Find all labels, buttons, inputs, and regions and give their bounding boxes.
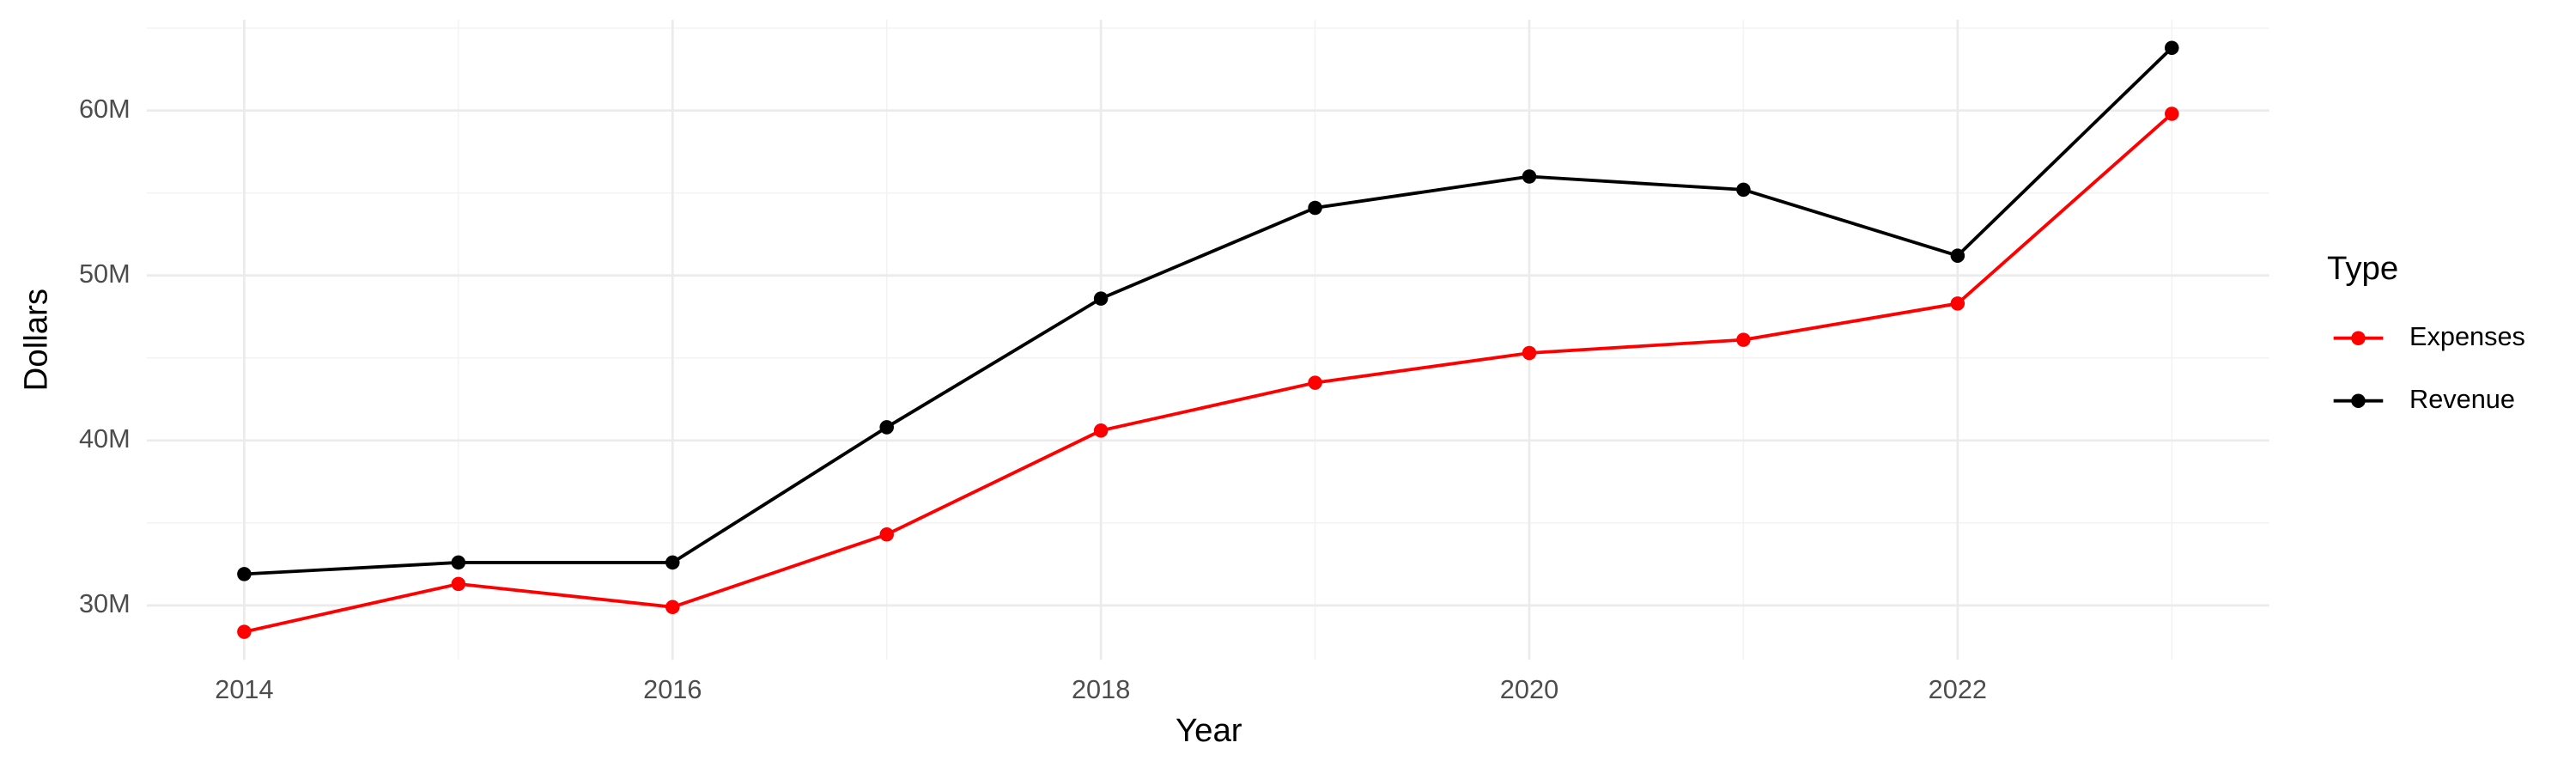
data-point <box>879 420 894 435</box>
legend-label: Revenue <box>2409 384 2515 414</box>
data-point <box>665 600 680 615</box>
data-point <box>1950 296 1965 311</box>
data-point <box>665 555 680 570</box>
data-point <box>1093 291 1109 306</box>
series-line <box>244 46 2173 576</box>
data-point <box>879 527 894 542</box>
legend-label: Expenses <box>2409 321 2525 351</box>
y-tick-label: 30M <box>79 588 131 618</box>
y-tick-label: 60M <box>79 94 131 124</box>
y-tick-label: 40M <box>79 423 131 453</box>
data-point <box>1308 375 1322 390</box>
data-point <box>1736 332 1751 347</box>
data-point <box>1308 200 1322 216</box>
x-tick-label: 2014 <box>215 674 273 704</box>
legend-marker <box>2351 331 2366 345</box>
data-point <box>2165 40 2179 55</box>
data-point <box>2165 107 2179 121</box>
y-tick-label: 50M <box>79 259 131 289</box>
data-point <box>237 624 252 639</box>
x-tick-label: 2022 <box>1929 674 1987 704</box>
y-axis-label: Dollars <box>17 289 54 392</box>
data-point <box>451 555 466 570</box>
x-tick-label: 2018 <box>1072 674 1130 704</box>
data-point <box>1736 182 1751 198</box>
data-point <box>451 576 466 592</box>
data-point <box>1093 423 1109 438</box>
legend-title: Type <box>2327 250 2398 287</box>
series-line <box>244 113 2173 634</box>
legend-marker <box>2351 393 2366 408</box>
data-point <box>1950 248 1965 263</box>
x-tick-label: 2020 <box>1500 674 1558 704</box>
x-tick-label: 2016 <box>643 674 702 704</box>
data-point <box>237 567 252 581</box>
x-axis-label: Year <box>1176 712 1242 749</box>
data-point <box>1522 345 1537 361</box>
data-point <box>1522 169 1537 184</box>
